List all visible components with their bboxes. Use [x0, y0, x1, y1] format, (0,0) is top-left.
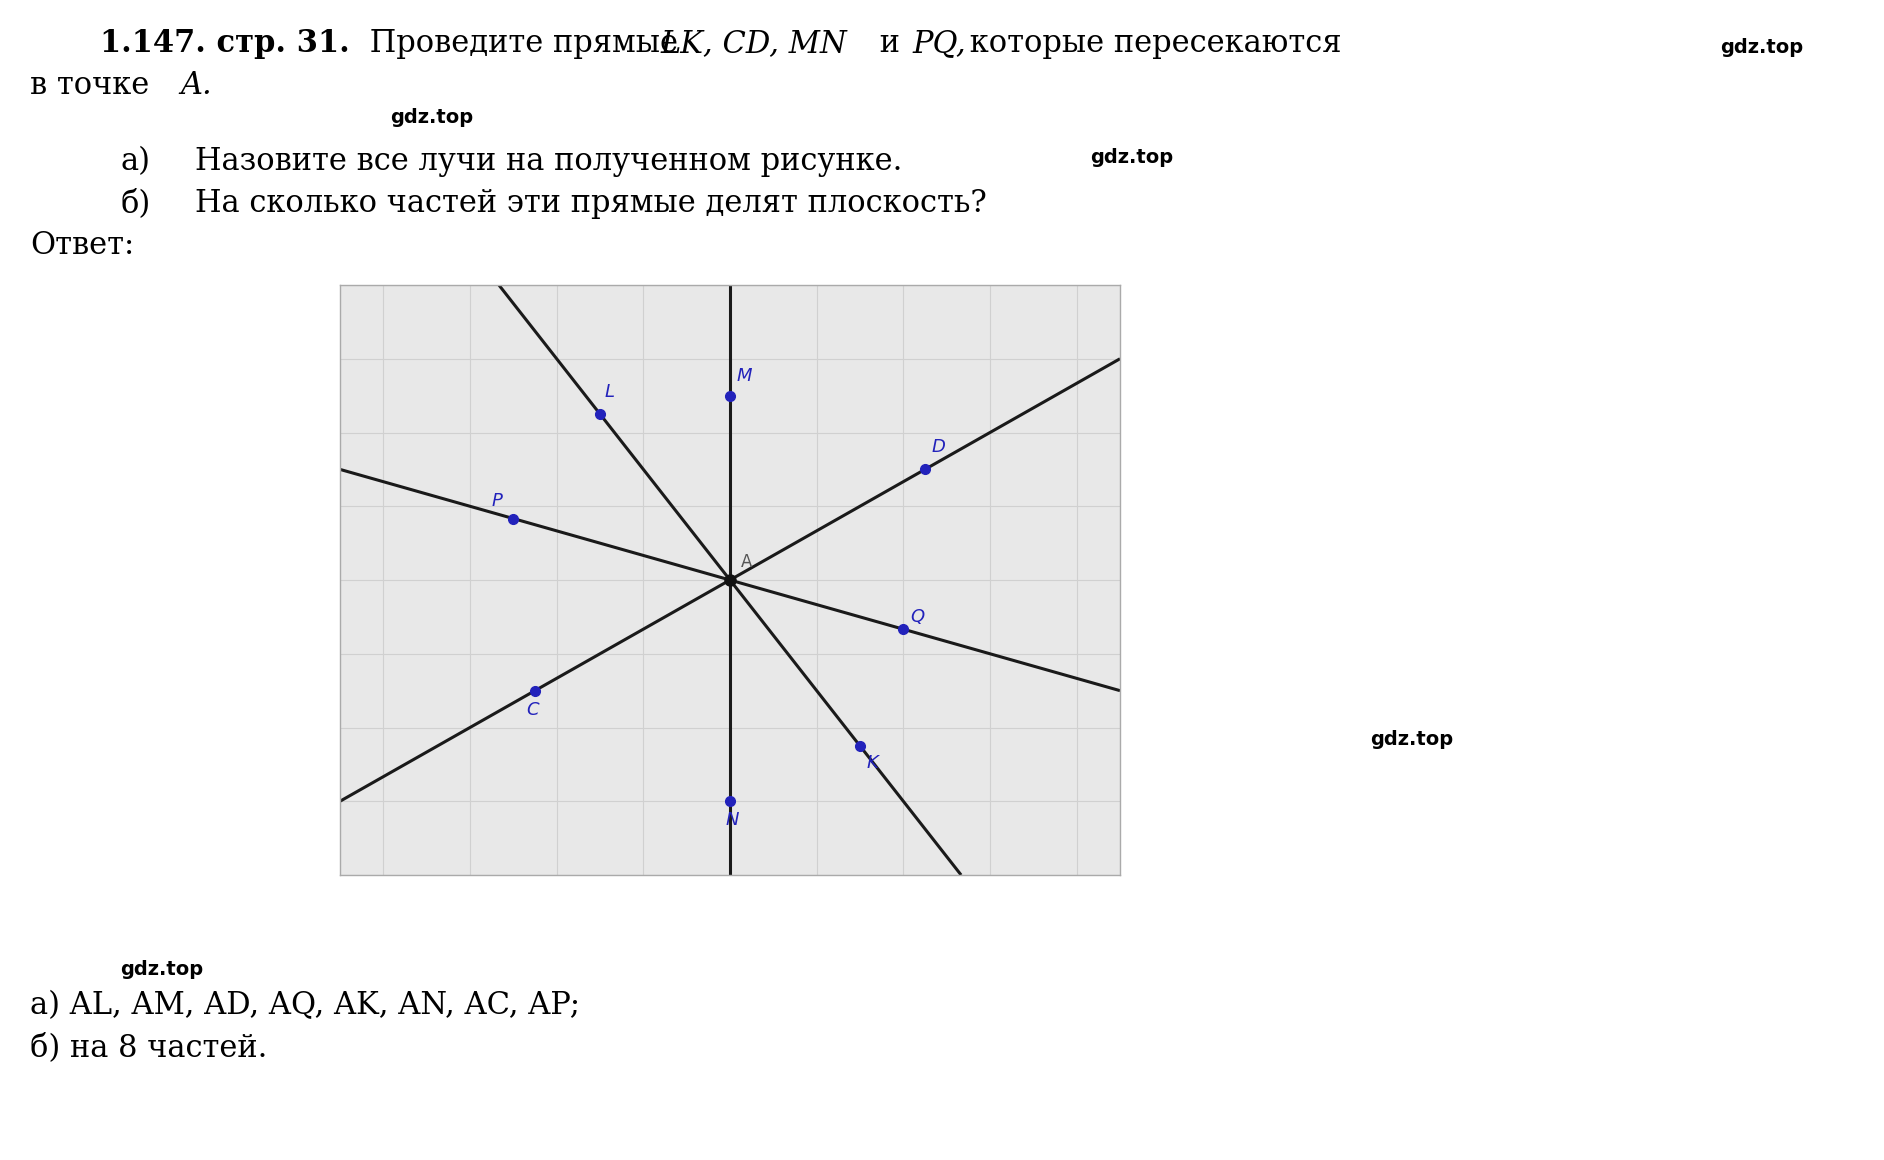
Text: в точке: в точке	[30, 70, 158, 101]
Text: gdz.top: gdz.top	[989, 430, 1074, 449]
Text: На сколько частей эти прямые делят плоскость?: На сколько частей эти прямые делят плоск…	[196, 188, 987, 219]
Text: 1.147. стр. 31.: 1.147. стр. 31.	[100, 28, 350, 59]
Text: Ответ:: Ответ:	[30, 230, 134, 261]
Text: M: M	[737, 367, 752, 385]
Text: PQ,: PQ,	[912, 28, 966, 59]
Text: gdz.top: gdz.top	[720, 430, 803, 449]
Text: Назовите все лучи на полученном рисунке.: Назовите все лучи на полученном рисунке.	[196, 146, 902, 177]
Text: gdz.top: gdz.top	[1370, 730, 1453, 749]
Text: gdz.top: gdz.top	[1720, 38, 1803, 57]
Text: и: и	[870, 28, 910, 59]
Text: gdz.top: gdz.top	[414, 430, 497, 449]
Text: а): а)	[121, 146, 151, 177]
Text: D: D	[933, 438, 946, 456]
Text: Проведите прямые: Проведите прямые	[360, 28, 688, 59]
Text: N: N	[725, 811, 739, 829]
Text: gdz.top: gdz.top	[121, 960, 203, 979]
Text: которые пересекаются: которые пересекаются	[961, 28, 1341, 59]
Text: б): б)	[121, 188, 151, 219]
Text: A: A	[740, 553, 752, 571]
Text: LK, CD, MN: LK, CD, MN	[659, 28, 846, 59]
Text: gdz.top: gdz.top	[810, 730, 893, 749]
Text: б) на 8 частей.: б) на 8 частей.	[30, 1032, 268, 1063]
Text: C: C	[526, 701, 539, 719]
Text: gdz.top: gdz.top	[1091, 148, 1174, 167]
Text: gdz.top: gdz.top	[390, 108, 473, 126]
Text: A.: A.	[181, 70, 211, 101]
Text: L: L	[605, 383, 614, 401]
Text: gdz.top: gdz.top	[550, 730, 633, 749]
Text: а) AL, AM, AD, AQ, AK, AN, AC, AP;: а) AL, AM, AD, AQ, AK, AN, AC, AP;	[30, 989, 580, 1021]
Text: Q: Q	[910, 608, 925, 625]
Text: K: K	[867, 754, 878, 771]
Text: P: P	[492, 492, 503, 509]
